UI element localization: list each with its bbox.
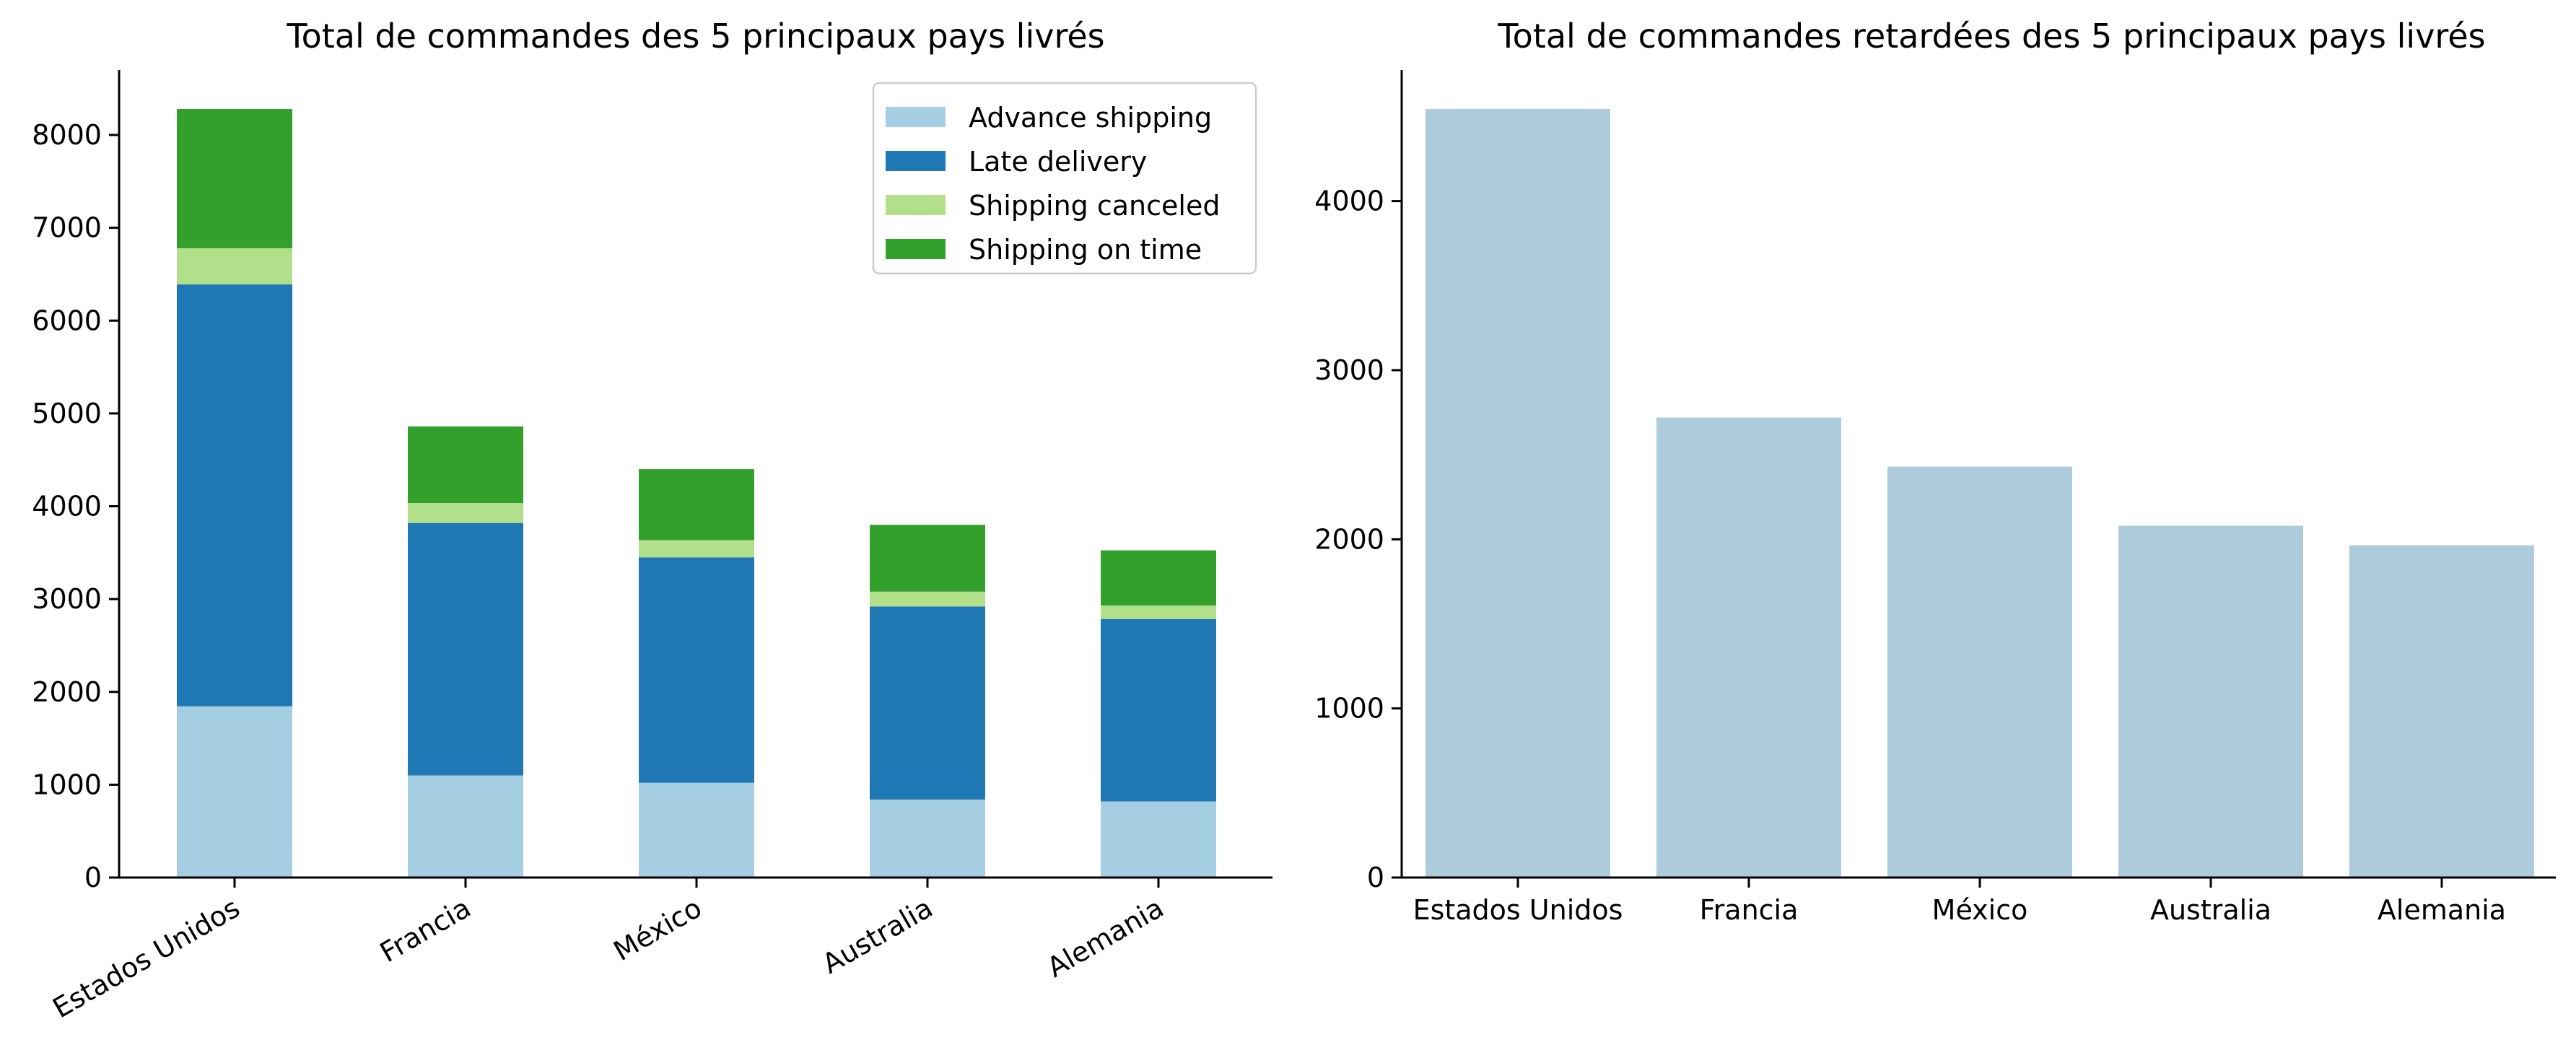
chart-title-right: Total de commandes retardées des 5 princ… [1497, 17, 2485, 56]
y-tick-label-left-2000: 2000 [32, 676, 102, 708]
legend-label-shipping-on-time: Shipping on time [969, 234, 1202, 266]
legend-frame [872, 82, 1257, 275]
bar-chart-delayed-orders: Total de commandes retardées des 5 princ… [1314, 17, 2556, 926]
bar-shipping-canceled-mexico [639, 540, 754, 558]
bar-delayed-francia [1656, 417, 1841, 878]
bar-shipping-on-time-estados-unidos [177, 109, 292, 248]
bar-shipping-canceled-alemania [1101, 605, 1216, 619]
bar-shipping-canceled-estados-unidos [177, 248, 292, 285]
bar-delayed-alemania [2349, 545, 2534, 878]
bar-advance-shipping-estados-unidos [177, 706, 292, 878]
y-tick-label-left-0: 0 [84, 862, 102, 893]
legend-swatch-advance-shipping [886, 107, 946, 127]
bar-advance-shipping-francia [408, 775, 523, 878]
bar-delayed-mexico [1887, 466, 2072, 878]
legend-label-late-delivery: Late delivery [969, 146, 1147, 178]
bar-late-delivery-francia [408, 522, 523, 776]
legend-label-shipping-canceled: Shipping canceled [969, 190, 1220, 222]
y-tick-label-left-8000: 8000 [32, 119, 102, 151]
y-tick-label-right-0: 0 [1367, 862, 1384, 893]
x-tick-label-right-francia: Francia [1700, 894, 1799, 926]
bars-left [177, 109, 1216, 878]
legend-swatch-late-delivery [886, 151, 946, 171]
stacked-bar-chart-total-orders: Total de commandes des 5 principaux pays… [32, 17, 1272, 1024]
y-tick-label-left-4000: 4000 [32, 491, 102, 522]
x-tick-label-right-alemania: Alemania [2378, 894, 2506, 926]
legend: Advance shipping Late delivery Shipping ca… [872, 82, 1257, 275]
bar-advance-shipping-alemania [1101, 801, 1216, 878]
bar-advance-shipping-mexico [639, 782, 754, 878]
bar-delayed-estados-unidos [1425, 108, 1610, 878]
bar-late-delivery-australia [870, 606, 985, 800]
bar-late-delivery-alemania [1101, 618, 1216, 802]
x-tick-label-right-australia: Australia [2150, 894, 2271, 926]
y-tick-label-right-4000: 4000 [1314, 185, 1384, 217]
bars-right [1425, 108, 2534, 878]
y-tick-label-right-1000: 1000 [1314, 693, 1384, 725]
bar-shipping-canceled-australia [870, 591, 985, 607]
y-tick-label-left-5000: 5000 [32, 398, 102, 429]
bar-late-delivery-estados-unidos [177, 284, 292, 707]
x-tick-label-left-alemania: Alemania [1042, 892, 1169, 984]
x-tick-label-left-mexico: México [608, 892, 707, 967]
x-tick-label-left-francia: Francia [375, 892, 476, 969]
y-tick-label-right-2000: 2000 [1314, 523, 1384, 555]
bar-shipping-on-time-alemania [1101, 550, 1216, 606]
y-tick-label-left-3000: 3000 [32, 583, 102, 615]
y-tick-label-left-6000: 6000 [32, 305, 102, 336]
bar-shipping-on-time-francia [408, 426, 523, 504]
x-tick-label-right-estados-unidos: Estados Unidos [1413, 894, 1623, 926]
legend-swatch-shipping-canceled [886, 195, 946, 215]
bar-shipping-canceled-francia [408, 503, 523, 523]
y-tick-label-left-1000: 1000 [32, 769, 102, 800]
bar-delayed-australia [2118, 525, 2303, 878]
x-tick-label-right-mexico: México [1932, 894, 2028, 926]
legend-swatch-shipping-on-time [886, 239, 946, 259]
legend-label-advance-shipping: Advance shipping [969, 102, 1212, 134]
y-tick-label-right-3000: 3000 [1314, 354, 1384, 386]
x-tick-label-left-estados-unidos: Estados Unidos [48, 892, 245, 1025]
x-tick-label-left-australia: Australia [817, 892, 938, 980]
bar-shipping-on-time-australia [870, 525, 985, 592]
bar-advance-shipping-australia [870, 799, 985, 878]
bar-late-delivery-mexico [639, 557, 754, 783]
chart-title-left: Total de commandes des 5 principaux pays… [286, 17, 1104, 56]
bar-shipping-on-time-mexico [639, 469, 754, 541]
y-tick-label-left-7000: 7000 [32, 212, 102, 244]
